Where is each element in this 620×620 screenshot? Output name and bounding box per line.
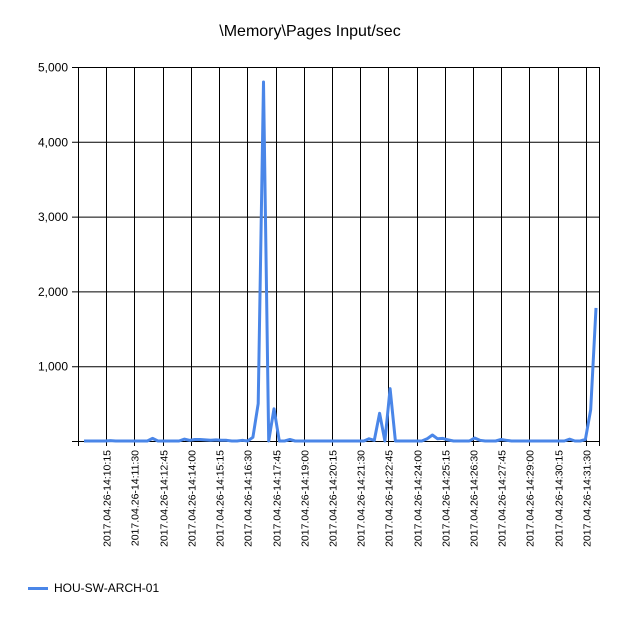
x-axis: 2017.04.26-14:10:15 2017.04.26-14:11:30 20…: [102, 450, 594, 547]
x-tick-label: 2017.04.26-14:21:30: [356, 450, 368, 547]
x-tick-label: 2017.04.26-14:16:30: [243, 450, 255, 547]
x-tick-label: 2017.04.26-14:11:30: [130, 450, 142, 546]
x-tick-label: 2017.04.26-14:30:15: [554, 450, 566, 547]
x-tick-label: 2017.04.26-14:24:00: [413, 450, 425, 547]
y-tick-label: 3,000: [38, 210, 68, 224]
legend: HOU-SW-ARCH-01: [28, 580, 159, 596]
x-tick-label: 2017.04.26-14:29:00: [525, 450, 537, 547]
x-tick-label: 2017.04.26-14:12:45: [159, 450, 171, 547]
y-axis: 1,000 2,000 3,000 4,000 5,000: [38, 61, 68, 374]
series-line-hou-sw-arch-01: [84, 80, 598, 443]
x-tick-label: 2017.04.26-14:25:15: [441, 450, 453, 547]
legend-label: HOU-SW-ARCH-01: [54, 581, 160, 595]
x-tick-label: 2017.04.26-14:31:30: [582, 450, 594, 547]
x-tick-label: 2017.04.26-14:15:15: [215, 450, 227, 547]
x-tick-label: 2017.04.26-14:27:45: [497, 450, 509, 547]
grid-lines: [72, 67, 600, 446]
x-tick-label: 2017.04.26-14:10:15: [102, 450, 114, 547]
x-tick-label: 2017.04.26-14:26:30: [469, 450, 481, 547]
legend-swatch: [28, 586, 48, 590]
y-tick-label: 5,000: [38, 61, 68, 75]
y-tick-label: 2,000: [38, 285, 68, 299]
x-tick-label: 2017.04.26-14:19:00: [300, 450, 312, 547]
x-tick-label: 2017.04.26-14:17:45: [272, 450, 284, 547]
x-tick-label: 2017.04.26-14:20:15: [328, 450, 340, 547]
x-tick-label: 2017.04.26-14:14:00: [187, 450, 199, 547]
x-tick-label: 2017.04.26-14:22:45: [384, 450, 396, 547]
y-tick-label: 1,000: [38, 360, 68, 374]
chart-title: \Memory\Pages Input/sec: [219, 23, 400, 40]
y-tick-label: 4,000: [38, 135, 68, 149]
